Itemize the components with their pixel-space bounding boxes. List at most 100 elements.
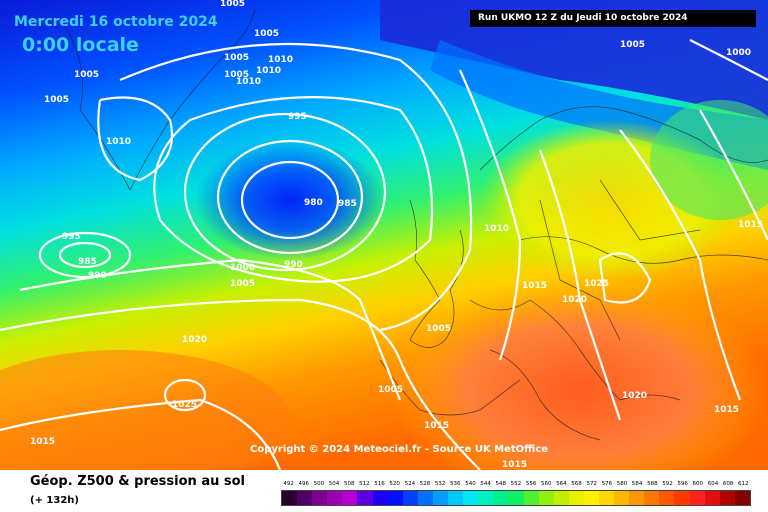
isobar-label: 1015: [738, 220, 763, 230]
legend-swatch: [312, 491, 328, 505]
isobar-label: 1010: [236, 77, 261, 87]
legend-swatch: [538, 491, 554, 505]
legend-swatch: [719, 491, 735, 505]
footer-title: Géop. Z500 & pression au sol: [30, 474, 245, 489]
pressure-map: 1005 1005 1005 1010 1010 1010 1005 1005 …: [0, 0, 768, 470]
legend-swatch: [553, 491, 569, 505]
legend-value: 568: [571, 481, 582, 487]
legend-swatch: [659, 491, 675, 505]
legend-value: 540: [465, 481, 476, 487]
legend-value: 496: [298, 481, 309, 487]
legend-value: 504: [328, 481, 340, 487]
legend-swatch: [372, 491, 388, 505]
isobar-label: 1005: [224, 70, 249, 80]
legend-swatch: [493, 491, 509, 505]
isobar-label: 1015: [30, 437, 55, 447]
forecast-time: 0:00 locale: [22, 34, 139, 56]
legend-value: 524: [404, 481, 416, 487]
isobar-label: 1005: [44, 95, 69, 105]
legend-value: 584: [631, 481, 643, 487]
isobar-label: 980: [304, 198, 323, 208]
isobar-label: 1005: [426, 324, 451, 334]
legend-value: 612: [738, 481, 749, 487]
isobar-label: 1000: [726, 48, 751, 58]
legend-value: 556: [525, 481, 537, 487]
footer-bar: Géop. Z500 & pression au sol (+ 132h) 49…: [0, 470, 768, 512]
isobar-label: 985: [338, 199, 357, 209]
legend-value: 500: [313, 481, 325, 487]
legend-swatch: [523, 491, 539, 505]
isobar-label: 1015: [502, 460, 527, 470]
isobar-label: 1005: [224, 53, 249, 63]
legend-value: 600: [692, 481, 704, 487]
legend-swatch: [734, 491, 750, 505]
legend-value: 548: [495, 481, 507, 487]
legend-swatch: [417, 491, 433, 505]
legend-value: 572: [586, 481, 597, 487]
isobar-label: 1005: [230, 279, 255, 289]
legend-swatch: [448, 491, 464, 505]
legend-value: 580: [616, 481, 628, 487]
isobar-label: 1005: [620, 40, 645, 50]
isobar-label: 1005: [74, 70, 99, 80]
isobar-label: 1020: [622, 391, 647, 401]
color-legend: 492 496 500 504 508 512 516 520 524 528 532 536 540 5…: [281, 478, 751, 508]
isobar-label: 1010: [106, 137, 131, 147]
legend-value: 552: [510, 481, 522, 487]
legend-value: 536: [450, 481, 461, 487]
isobar-label: 985: [78, 257, 97, 267]
legend-swatch: [387, 491, 403, 505]
isobar-label: 1020: [562, 295, 587, 305]
legend-value: 532: [434, 481, 446, 487]
legend-value: 544: [480, 481, 491, 487]
isobar-label: 1005: [220, 0, 245, 9]
legend-swatch: [357, 491, 373, 505]
isobar-label: 990: [284, 260, 303, 270]
legend-swatch: [598, 491, 615, 505]
legend-swatch: [297, 491, 313, 505]
isobar-labels: 1005 1005 1005 1010 1010 1010 1005 1005 …: [30, 0, 763, 470]
legend-swatch: [402, 491, 418, 505]
isobar-label: 1025: [584, 279, 609, 289]
legend-value: 576: [601, 481, 613, 487]
legend-value: 508: [343, 481, 355, 487]
isobar-label: 995: [62, 232, 81, 242]
legend-swatch: [644, 491, 660, 505]
isobar-label: 1005: [378, 385, 403, 395]
legend-value: 564: [556, 481, 567, 487]
isobar-label: 1005: [254, 29, 279, 39]
legend-value: 520: [389, 481, 400, 487]
legend-value: 596: [677, 481, 688, 487]
copyright-notice: Copyright © 2024 Meteociel.fr - Source U…: [250, 444, 549, 455]
legend-value: 608: [722, 481, 734, 487]
legend-value: 592: [662, 481, 673, 487]
isobar-label: 1000: [230, 263, 255, 273]
legend-swatch: [629, 491, 645, 505]
forecast-date: Mercredi 16 octobre 2024: [14, 14, 218, 30]
legend-swatch: [432, 491, 449, 505]
legend-value: 560: [540, 481, 552, 487]
legend-swatch: [674, 491, 690, 505]
legend-swatch: [478, 491, 494, 505]
isobar-label: 1020: [182, 335, 207, 345]
isobar-label: 1015: [522, 281, 547, 291]
isobar-label: 1015: [714, 405, 739, 415]
legend-swatch: [583, 491, 599, 505]
isobar-label: 1015: [424, 421, 449, 431]
legend-ticks: 492 496 500 504 508 512 516 520 524 528 532 536 540 5…: [281, 478, 751, 490]
model-run-label: Run UKMO 12 Z du Jeudi 10 octobre 2024: [470, 10, 756, 27]
legend-swatches: [281, 490, 751, 506]
legend-swatch: [342, 491, 358, 505]
isobar-label: 1010: [484, 224, 509, 234]
legend-swatch: [614, 491, 630, 505]
isobars: [0, 39, 768, 470]
isobar-label: 1010: [256, 66, 281, 76]
isobar-label: 990: [88, 271, 107, 281]
legend-swatch: [689, 491, 705, 505]
footer-subtitle: (+ 132h): [30, 495, 79, 506]
legend-swatch: [463, 491, 479, 505]
coastlines: [59, 9, 768, 441]
isobar-label: 995: [288, 112, 307, 122]
isobar-label: 1025: [172, 400, 197, 410]
